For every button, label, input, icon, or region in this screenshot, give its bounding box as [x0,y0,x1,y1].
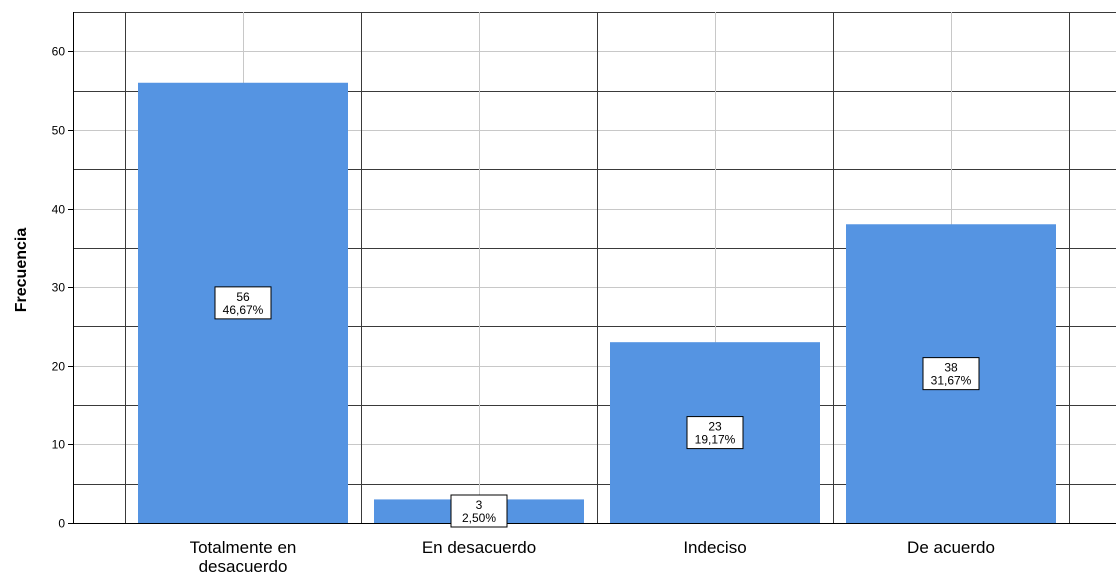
y-tick-label: 20 [52,360,66,374]
data-label-percent: 46,67% [223,303,264,317]
x-category-label-line: En desacuerdo [422,538,536,557]
data-label-count: 38 [944,361,958,375]
y-tick-label: 30 [52,281,66,295]
x-category-label: Indeciso [683,538,746,557]
data-label-count: 3 [476,498,483,512]
y-tick-label: 10 [52,438,66,452]
data-label-box [450,494,508,528]
x-category-label: Totalmente en desacuerdo [190,538,297,576]
x-category-label-line: Totalmente en [190,538,297,557]
data-label: 32,50% [450,494,508,528]
data-label-percent: 31,67% [931,374,972,388]
y-tick-label: 0 [58,517,65,531]
x-category-label-line: desacuerdo [199,557,288,576]
data-label-percent: 2,50% [462,511,496,525]
x-category-label-line: De acuerdo [907,538,995,557]
data-label-count: 23 [708,420,722,434]
y-tick-label: 40 [52,203,66,217]
axes [68,12,1116,524]
data-label-box [214,286,272,320]
y-tick-labels: 0 10 20 30 40 50 60 [52,45,66,531]
bars [138,82,1056,523]
y-tick-label: 60 [52,45,66,59]
x-category-label: En desacuerdo [422,538,536,557]
y-axis-label: Frecuencia [13,228,30,313]
x-category-labels: Totalmente en desacuerdo En desacuerdo Inde… [190,538,995,576]
y-tick-label: 50 [52,124,66,138]
data-label-percent: 19,17% [695,433,736,447]
x-category-label: De acuerdo [907,538,995,557]
data-label-count: 56 [236,290,250,304]
data-label-box [922,357,980,391]
x-category-label-line: Indeciso [683,538,746,557]
data-label-box [686,416,744,450]
